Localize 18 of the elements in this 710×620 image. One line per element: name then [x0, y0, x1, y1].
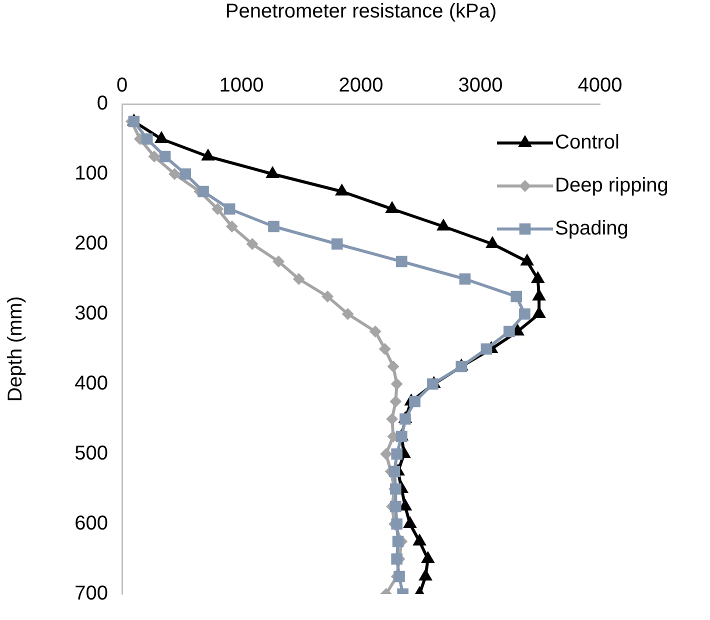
x-tick-label: 3000	[458, 74, 503, 97]
legend-label: Control	[555, 132, 620, 154]
x-axis-title: Penetrometer resistance (kPa)	[225, 0, 497, 23]
legend-label: Deep ripping	[555, 174, 668, 197]
x-tick-label: 2000	[338, 74, 384, 97]
y-axis-title: Depth (mm)	[4, 296, 27, 402]
x-tick-label: 0	[116, 74, 128, 97]
y-tick-label: 500	[74, 442, 108, 465]
y-tick-label: 0	[96, 92, 108, 115]
y-tick-label: 600	[74, 512, 108, 535]
x-tick-label: 1000	[219, 74, 264, 97]
y-tick-label: 200	[74, 232, 108, 255]
x-tick-label: 4000	[578, 74, 622, 97]
y-tick-label: 400	[74, 372, 108, 395]
y-tick-label: 300	[74, 302, 108, 325]
y-tick-label: 100	[74, 162, 108, 185]
y-tick-label: 700	[74, 582, 108, 605]
legend-label: Spading	[555, 218, 628, 240]
